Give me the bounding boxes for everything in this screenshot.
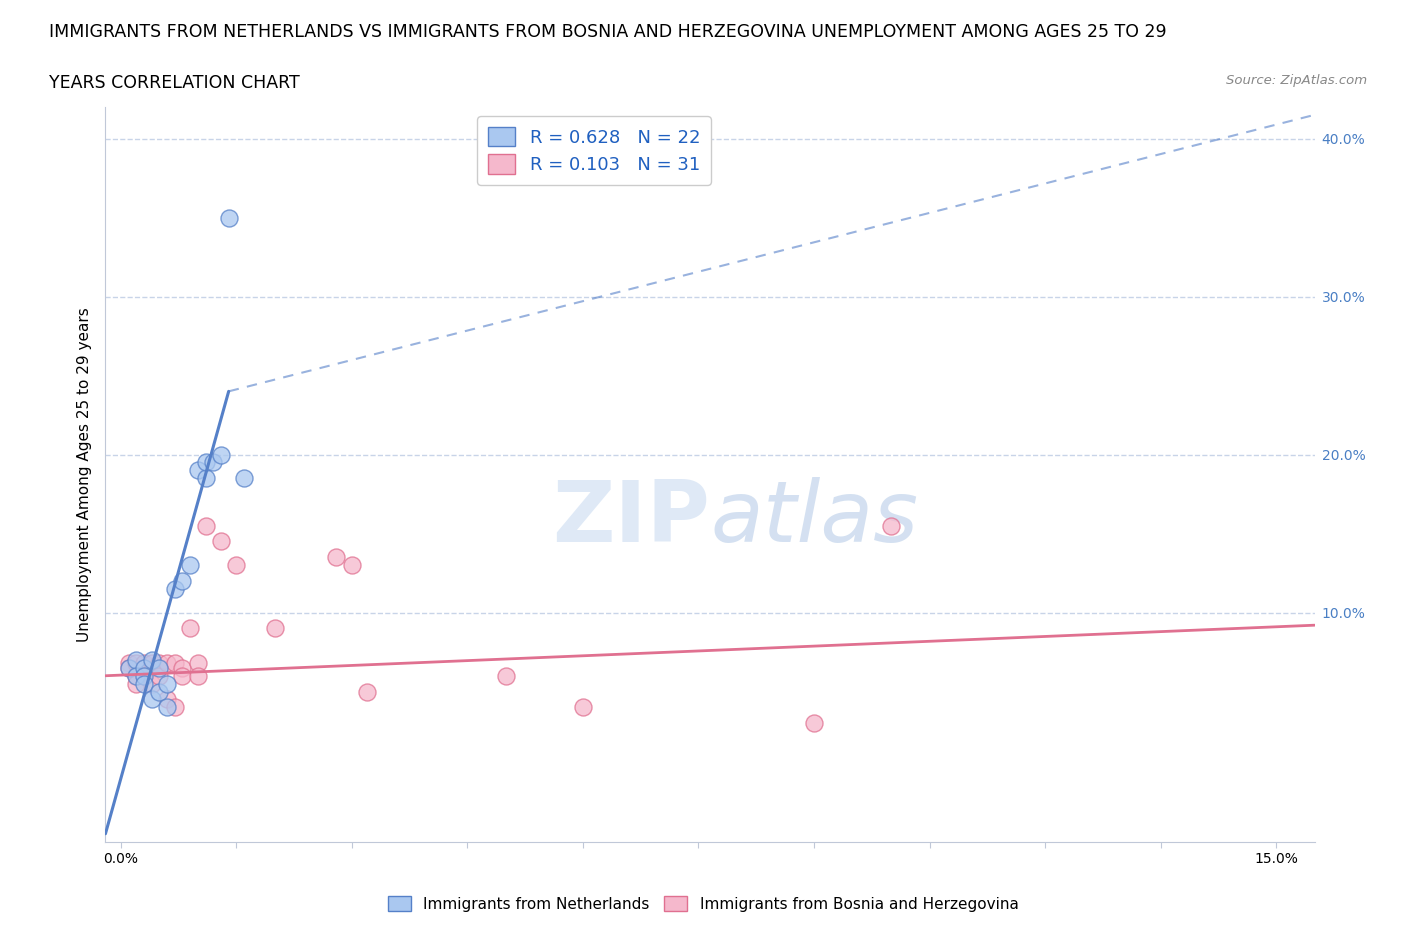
Legend: R = 0.628   N = 22, R = 0.103   N = 31: R = 0.628 N = 22, R = 0.103 N = 31 bbox=[477, 116, 711, 185]
Point bbox=[132, 656, 155, 671]
Text: atlas: atlas bbox=[710, 477, 918, 560]
Point bbox=[340, 558, 363, 573]
Text: Source: ZipAtlas.com: Source: ZipAtlas.com bbox=[1226, 74, 1367, 87]
Point bbox=[156, 700, 179, 715]
Text: IMMIGRANTS FROM NETHERLANDS VS IMMIGRANTS FROM BOSNIA AND HERZEGOVINA UNEMPLOYME: IMMIGRANTS FROM NETHERLANDS VS IMMIGRANT… bbox=[49, 23, 1167, 41]
Point bbox=[148, 684, 170, 699]
Point bbox=[194, 455, 217, 470]
Point bbox=[148, 660, 170, 675]
Point bbox=[117, 660, 139, 675]
Point bbox=[194, 471, 217, 485]
Point bbox=[117, 656, 139, 671]
Point bbox=[572, 700, 595, 715]
Point bbox=[194, 518, 217, 533]
Point bbox=[125, 669, 148, 684]
Point bbox=[125, 676, 148, 691]
Point bbox=[803, 716, 825, 731]
Point bbox=[132, 669, 155, 684]
Text: YEARS CORRELATION CHART: YEARS CORRELATION CHART bbox=[49, 74, 299, 92]
Point bbox=[202, 455, 225, 470]
Point bbox=[141, 656, 163, 671]
Point bbox=[187, 669, 209, 684]
Point bbox=[179, 558, 201, 573]
Point bbox=[225, 558, 247, 573]
Point bbox=[125, 656, 148, 671]
Point bbox=[141, 653, 163, 668]
Point bbox=[148, 656, 170, 671]
Point bbox=[325, 550, 347, 565]
Point bbox=[132, 669, 155, 684]
Point bbox=[156, 676, 179, 691]
Point bbox=[179, 621, 201, 636]
Point bbox=[187, 463, 209, 478]
Point bbox=[163, 700, 186, 715]
Point bbox=[117, 660, 139, 675]
Point bbox=[156, 692, 179, 707]
Point bbox=[132, 660, 155, 675]
Point bbox=[172, 669, 194, 684]
Point bbox=[495, 669, 517, 684]
Point bbox=[264, 621, 287, 636]
Point bbox=[141, 692, 163, 707]
Point bbox=[172, 660, 194, 675]
Point bbox=[356, 684, 378, 699]
Point bbox=[209, 447, 232, 462]
Point bbox=[209, 534, 232, 549]
Point bbox=[125, 669, 148, 684]
Point bbox=[172, 574, 194, 589]
Legend: Immigrants from Netherlands, Immigrants from Bosnia and Herzegovina: Immigrants from Netherlands, Immigrants … bbox=[381, 889, 1025, 918]
Point bbox=[156, 656, 179, 671]
Point bbox=[125, 653, 148, 668]
Y-axis label: Unemployment Among Ages 25 to 29 years: Unemployment Among Ages 25 to 29 years bbox=[77, 307, 93, 642]
Point bbox=[163, 581, 186, 596]
Point bbox=[218, 210, 240, 225]
Point bbox=[163, 656, 186, 671]
Point bbox=[148, 669, 170, 684]
Point bbox=[132, 676, 155, 691]
Point bbox=[880, 518, 903, 533]
Point bbox=[187, 656, 209, 671]
Point bbox=[141, 676, 163, 691]
Point bbox=[233, 471, 256, 485]
Text: ZIP: ZIP bbox=[553, 477, 710, 560]
